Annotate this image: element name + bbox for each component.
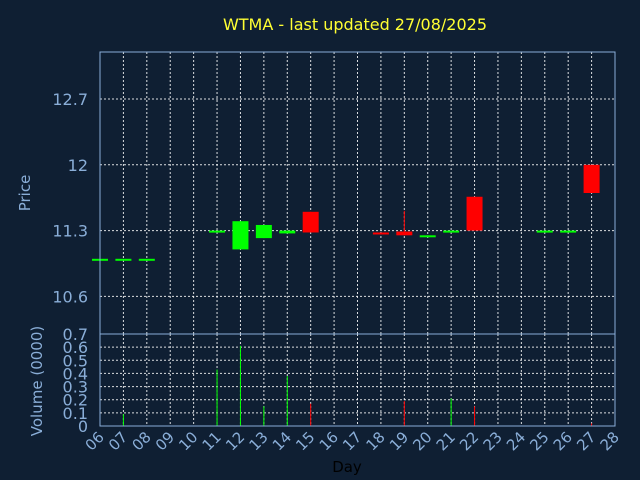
price-y-tick-label: 10.6 xyxy=(52,287,88,306)
candle-body xyxy=(536,230,553,233)
volume-grid xyxy=(100,334,615,426)
x-tick-label: 09 xyxy=(152,428,178,454)
price-y-tick-label: 12 xyxy=(68,156,88,175)
x-tick-label: 10 xyxy=(175,428,201,454)
x-tick-label: 13 xyxy=(245,428,271,454)
candle-body xyxy=(419,235,436,238)
price-grid xyxy=(100,52,615,334)
x-tick-label: 28 xyxy=(597,428,623,454)
candle-body xyxy=(209,230,226,233)
candle-body xyxy=(443,230,460,233)
volume-y-ticks: 00.10.20.30.40.50.60.7 xyxy=(63,325,88,436)
volume-bars xyxy=(122,345,593,426)
x-tick-label: 11 xyxy=(199,428,225,454)
volume-y-tick-label: 0.5 xyxy=(63,351,88,370)
candle-body xyxy=(232,221,249,250)
candle-body xyxy=(279,230,296,234)
candle-body xyxy=(560,230,577,233)
x-tick-label: 25 xyxy=(526,428,552,454)
x-tick-label: 07 xyxy=(105,428,131,454)
x-tick-label: 21 xyxy=(433,428,459,454)
chart-title: WTMA - last updated 27/08/2025 xyxy=(223,15,487,34)
price-y-ticks: 10.6 11.3 12 12.7 xyxy=(52,90,88,306)
volume-y-tick-label: 0 xyxy=(78,417,88,436)
volume-y-tick-label: 0.3 xyxy=(63,378,88,397)
x-tick-label: 08 xyxy=(128,428,154,454)
price-y-tick-label: 11.3 xyxy=(52,222,88,241)
x-tick-label: 23 xyxy=(480,428,506,454)
candle-body xyxy=(302,211,319,233)
x-tick-label: 12 xyxy=(222,428,248,454)
volume-y-tick-label: 0.6 xyxy=(63,338,88,357)
candle-body xyxy=(396,231,413,236)
candle-body xyxy=(583,164,600,193)
x-ticks: 0607080910111213141516171819202122232425… xyxy=(82,428,623,454)
volume-axis-label: Volume (0000) xyxy=(28,326,46,436)
x-tick-label: 22 xyxy=(456,428,482,454)
volume-panel-frame xyxy=(99,333,616,427)
price-y-tick-label: 12.7 xyxy=(52,90,88,109)
x-tick-label: 19 xyxy=(386,428,412,454)
candle-body xyxy=(466,196,483,231)
price-axis-label: Price xyxy=(16,175,34,212)
candle-body xyxy=(255,224,272,239)
x-tick-label: 26 xyxy=(550,428,576,454)
candle-body xyxy=(372,232,389,235)
x-tick-label: 27 xyxy=(573,428,599,454)
x-tick-label: 18 xyxy=(363,428,389,454)
volume-y-tick-label: 0.4 xyxy=(63,364,88,383)
x-tick-label: 17 xyxy=(339,428,365,454)
candle-body xyxy=(115,258,132,261)
x-tick-label: 14 xyxy=(269,428,295,454)
x-tick-label: 20 xyxy=(409,428,435,454)
x-tick-label: 24 xyxy=(503,428,529,454)
x-axis-label: Day xyxy=(332,458,362,476)
candle-body xyxy=(138,258,155,261)
x-tick-label: 15 xyxy=(292,428,318,454)
volume-y-tick-label: 0.2 xyxy=(63,391,88,410)
volume-y-tick-label: 0.1 xyxy=(63,404,88,423)
candles xyxy=(92,164,600,261)
x-tick-label: 16 xyxy=(316,428,342,454)
volume-y-tick-label: 0.7 xyxy=(63,325,88,344)
